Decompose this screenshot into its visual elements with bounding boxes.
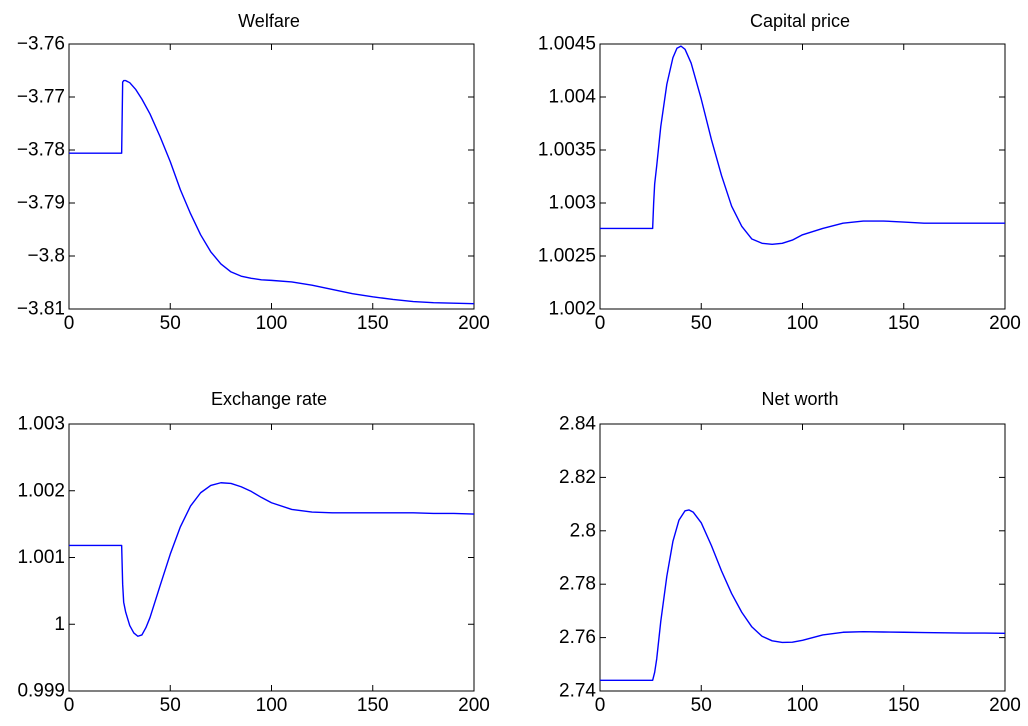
x-tick-label: 0 bbox=[64, 695, 75, 716]
series-line bbox=[600, 45, 1005, 246]
y-tick-label: 1.002 bbox=[17, 480, 65, 501]
x-tick-label: 200 bbox=[458, 695, 490, 716]
panel-title: Capital price bbox=[750, 11, 850, 31]
x-tick-label: 0 bbox=[595, 695, 606, 716]
panel-exchange-rate: Exchange rate 0 50 100 150 200 0.999 1 1.001 1.0… bbox=[17, 389, 489, 716]
y-tick-label: −3.76 bbox=[17, 34, 65, 55]
x-tick-label: 200 bbox=[989, 313, 1021, 334]
y-tick-label: 1.001 bbox=[17, 547, 65, 568]
panel-title: Exchange rate bbox=[211, 389, 327, 409]
x-tick-label: 100 bbox=[256, 695, 288, 716]
series-line bbox=[600, 509, 1006, 682]
axes-box bbox=[68, 43, 475, 310]
x-tick-label: 100 bbox=[787, 313, 819, 334]
x-tick-label: 0 bbox=[64, 313, 75, 334]
y-tick-label: 1.0025 bbox=[538, 246, 596, 267]
x-tick-label: 200 bbox=[458, 313, 490, 334]
axis-ticks: 0 50 100 150 200 0.999 1 1.001 1.002 1.003 bbox=[17, 414, 489, 717]
y-tick-label: 2.76 bbox=[559, 627, 596, 648]
y-tick-label: 2.74 bbox=[559, 681, 596, 702]
x-tick-label: 50 bbox=[160, 695, 181, 716]
x-tick-label: 50 bbox=[691, 695, 712, 716]
axis-ticks: 0 50 100 150 200 −3.81 −3.8 −3.79 −3.78 −3.77 −3.7… bbox=[17, 34, 490, 335]
y-tick-label: 1.0045 bbox=[538, 34, 596, 55]
y-tick-label: 1.004 bbox=[548, 87, 596, 108]
y-tick-label: 1.0035 bbox=[538, 140, 596, 161]
y-tick-label: 1 bbox=[54, 614, 65, 635]
x-tick-label: 150 bbox=[357, 313, 389, 334]
y-tick-label: 2.82 bbox=[559, 467, 596, 488]
y-tick-label: 0.999 bbox=[17, 681, 65, 702]
y-tick-label: −3.77 bbox=[17, 87, 65, 108]
panel-title: Net worth bbox=[761, 389, 838, 409]
panel-capital-price: Capital price 0 50 100 150 200 1.002 1.0025 1.0… bbox=[538, 11, 1021, 334]
x-tick-label: 50 bbox=[160, 313, 181, 334]
x-tick-label: 200 bbox=[989, 695, 1021, 716]
axis-ticks: 0 50 100 150 200 1.002 1.0025 1.003 1.0035 1.004 1… bbox=[538, 34, 1021, 335]
panel-title: Welfare bbox=[238, 11, 300, 31]
y-tick-label: −3.8 bbox=[27, 246, 65, 267]
y-tick-label: −3.81 bbox=[17, 299, 65, 320]
x-tick-label: 50 bbox=[691, 313, 712, 334]
y-tick-label: 1.003 bbox=[17, 414, 65, 435]
x-tick-label: 0 bbox=[595, 313, 606, 334]
x-tick-label: 150 bbox=[357, 695, 389, 716]
series-line bbox=[69, 482, 475, 637]
x-tick-label: 150 bbox=[888, 313, 920, 334]
axis-ticks: 0 50 100 150 200 2.74 2.76 2.78 2.8 2.82 2.84 bbox=[559, 414, 1021, 717]
panel-net-worth: Net worth 0 50 100 150 200 2.74 2.76 2.78 2.8 2.8… bbox=[559, 389, 1021, 716]
axes-box bbox=[599, 43, 1006, 310]
x-tick-label: 150 bbox=[888, 695, 920, 716]
panel-welfare: Welfare 0 50 100 150 200 −3.81 −3.8 −3.79 −3.78 −… bbox=[17, 11, 490, 334]
y-tick-label: 1.002 bbox=[548, 299, 596, 320]
axes-box bbox=[68, 423, 475, 692]
x-tick-label: 100 bbox=[256, 313, 288, 334]
series-line bbox=[69, 79, 475, 305]
y-tick-label: 1.003 bbox=[548, 193, 596, 214]
axes-box bbox=[599, 423, 1006, 692]
x-tick-label: 100 bbox=[787, 695, 819, 716]
y-tick-label: 2.78 bbox=[559, 574, 596, 595]
y-tick-label: −3.78 bbox=[17, 140, 65, 161]
y-tick-label: 2.8 bbox=[570, 520, 596, 541]
y-tick-label: −3.79 bbox=[17, 193, 65, 214]
y-tick-label: 2.84 bbox=[559, 414, 596, 435]
